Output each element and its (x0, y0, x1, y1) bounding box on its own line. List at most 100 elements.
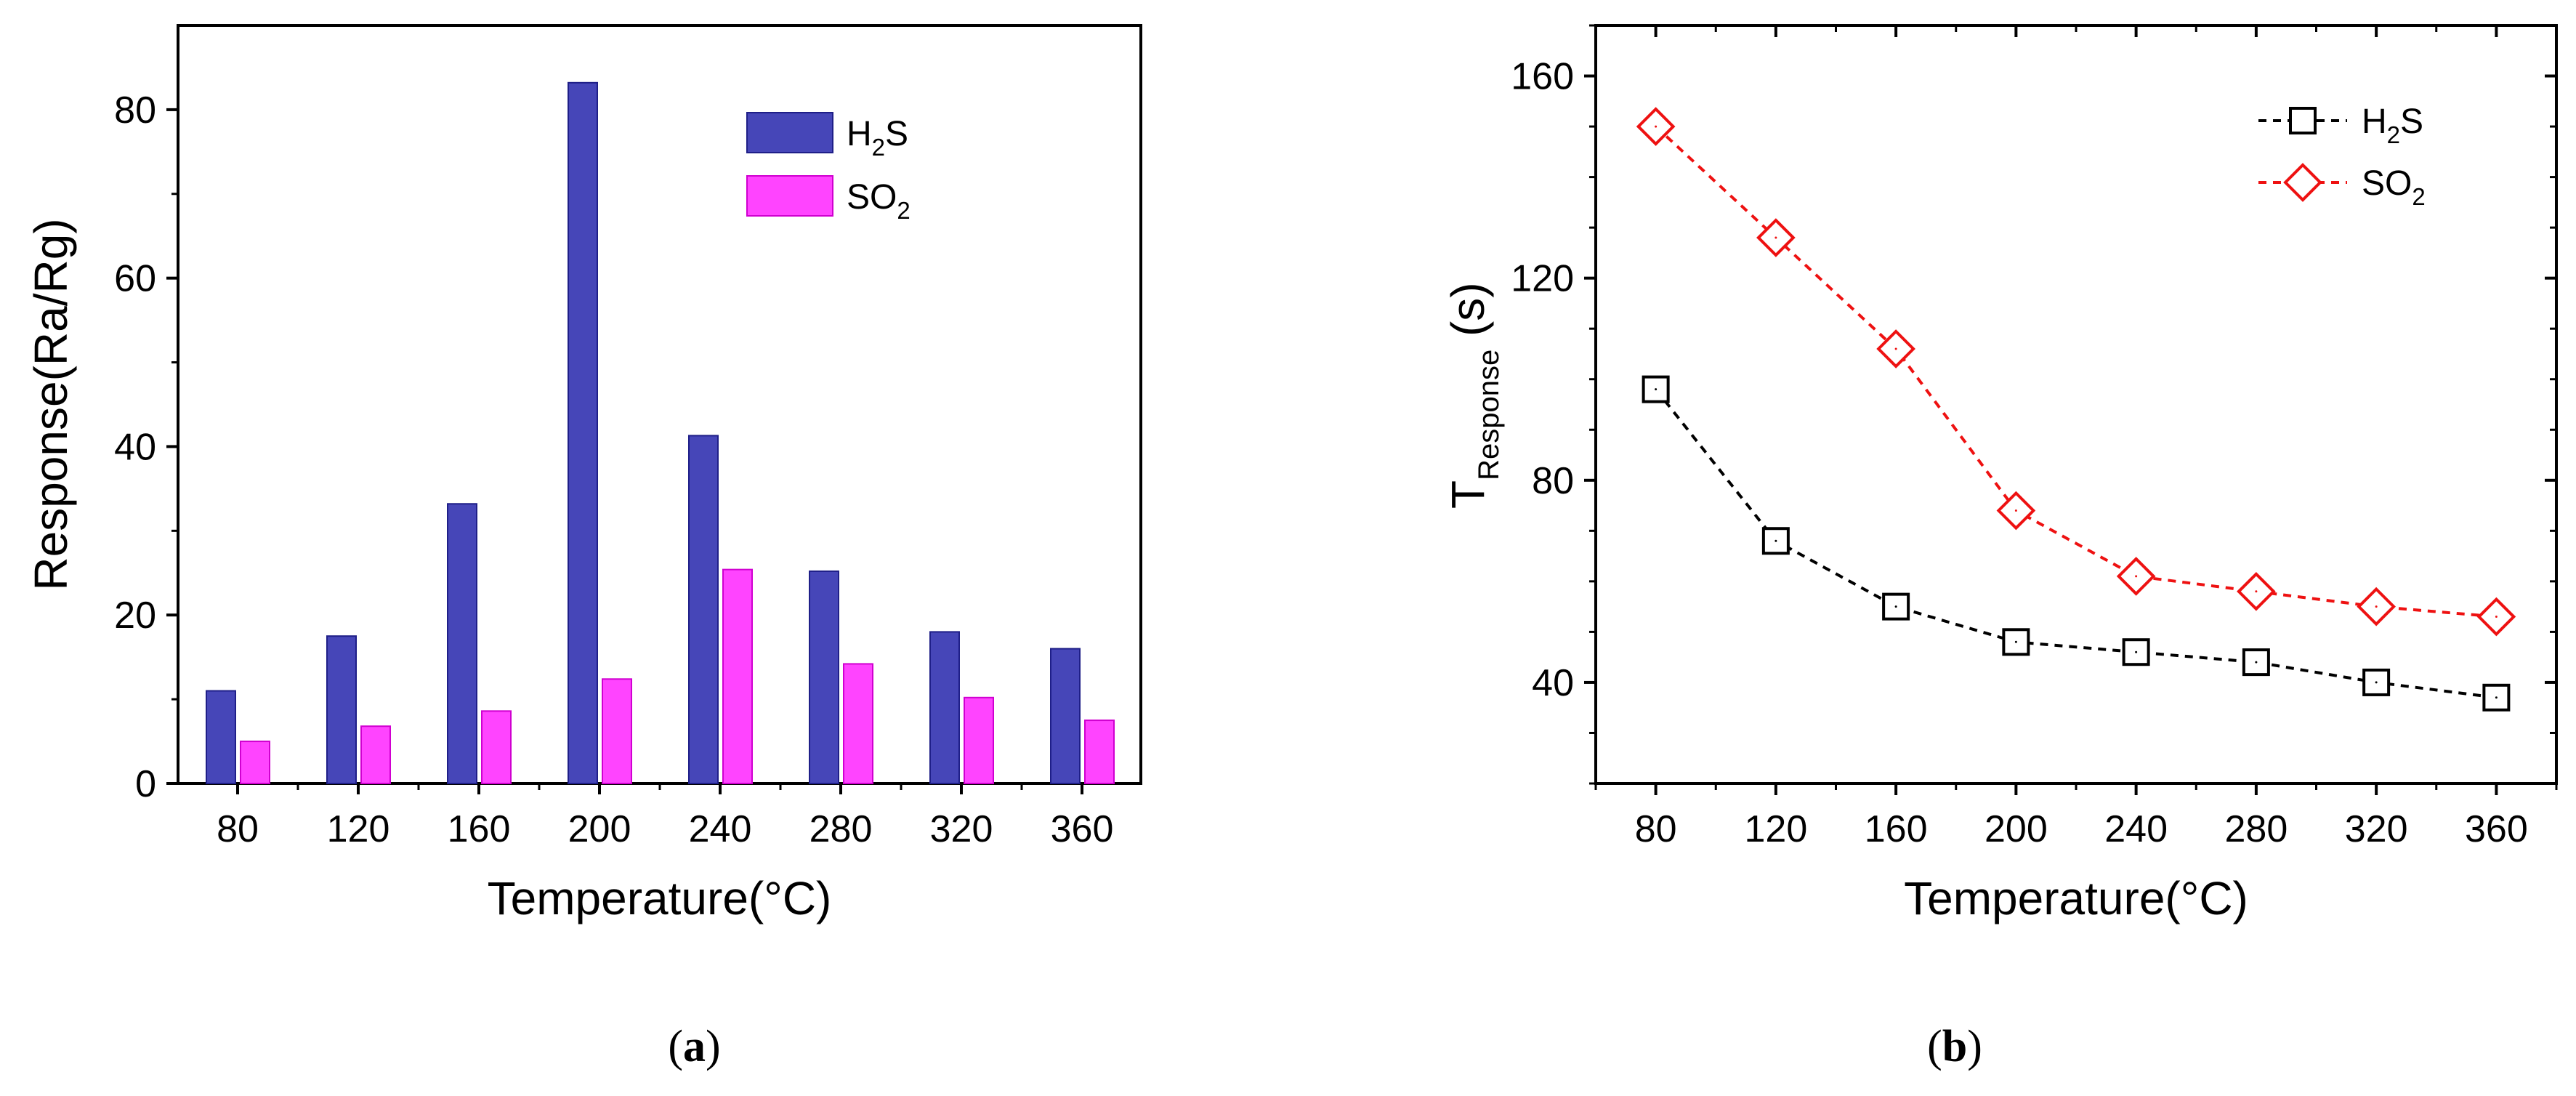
line-so2 (1655, 125, 2497, 618)
x-tick-label: 320 (930, 808, 993, 850)
bar-so2 (1084, 720, 1115, 784)
legend-label-so2-sub: 2 (2412, 183, 2425, 210)
legend-label-so2-sub: 2 (897, 197, 910, 224)
legend-marker-h2s (2289, 107, 2317, 134)
y-axis-title: Response(Ra/Rg) (25, 218, 77, 590)
bar-h2s (206, 690, 236, 784)
legend-label-h2s: H2S (2362, 102, 2423, 148)
x-axis-title: Temperature(°C) (1904, 872, 2248, 924)
bar-so2 (843, 663, 873, 785)
marker-dot-so2 (1774, 236, 1777, 239)
y-tick-label: 80 (114, 89, 156, 132)
marker-dot-h2s (2014, 640, 2017, 643)
bar-h2s (1050, 648, 1081, 784)
y-tick-label: 20 (114, 595, 156, 637)
marker-dot-h2s (2495, 696, 2498, 699)
bar-h2s (568, 81, 598, 784)
marker-dot-so2 (1894, 347, 1897, 350)
x-tick-label: 200 (568, 808, 631, 850)
legend-swatch-h2s (746, 112, 833, 153)
x-tick-label: 120 (1744, 808, 1807, 850)
y-tick-label: 80 (1532, 460, 1574, 502)
bar-h2s (326, 635, 357, 785)
marker-h2s (1882, 592, 1910, 621)
panel-label-a: (a) (668, 1022, 720, 1071)
panel-label-open: ( (1927, 1022, 1942, 1071)
marker-h2s (2122, 638, 2150, 666)
legend-marker-so2 (2283, 163, 2322, 202)
legend-label-so2-main: SO (2362, 164, 2412, 203)
legend-label-so2-main: SO (847, 178, 897, 217)
y-axis-title-unit: (s) (1442, 282, 1494, 349)
legend-label-h2s-main: H (2362, 102, 2387, 141)
chart-b: 40 80 120 160 80 120 160 200 240 280 320 360 Tempera… (1442, 24, 2558, 1071)
marker-dot-so2 (2135, 575, 2138, 578)
y-axis-title-main: T (1442, 480, 1494, 509)
panel-label-close: ) (706, 1022, 721, 1071)
legend-label-so2: SO2 (2362, 164, 2426, 210)
panel-label-letter: b (1942, 1022, 1967, 1071)
y-tick-label: 0 (135, 763, 156, 805)
x-tick-label: 240 (689, 808, 752, 850)
panel-label-b: (b) (1927, 1022, 1982, 1071)
y-tick-label: 40 (1532, 662, 1574, 704)
x-tick-label: 200 (1985, 808, 2048, 850)
x-tick-label: 320 (2345, 808, 2408, 850)
x-tick-label: 240 (2104, 808, 2168, 850)
bar-h2s (447, 503, 477, 784)
panel-label-close: ) (1967, 1022, 1982, 1071)
bar-so2 (964, 696, 994, 784)
bar-h2s (929, 631, 960, 785)
legend-label-h2s-tail: S (885, 115, 908, 153)
marker-dot-so2 (2495, 616, 2498, 618)
legend-label-so2: SO2 (847, 178, 911, 224)
y-tick-label: 40 (114, 426, 156, 468)
plot-frame (177, 24, 1142, 785)
marker-dot-so2 (1655, 125, 1658, 128)
x-axis-title: Temperature(°C) (488, 872, 832, 924)
marker-dot-so2 (2375, 605, 2378, 608)
legend-label-h2s: H2S (847, 115, 908, 161)
x-tick-label: 360 (1051, 808, 1114, 850)
marker-dot-so2 (2255, 590, 2258, 593)
legend-label-h2s-main: H (847, 115, 872, 153)
legend-label-h2s-sub: 2 (872, 134, 885, 161)
bar-h2s (688, 435, 719, 785)
panel-label-letter: a (683, 1022, 706, 1071)
marker-dot-h2s (2135, 650, 2138, 653)
marker-dot-so2 (2014, 509, 2017, 512)
panel-label-open: ( (668, 1022, 683, 1071)
legend-label-h2s-sub: 2 (2387, 121, 2400, 148)
y-axis-title-sub: Response (1473, 350, 1505, 480)
line-h2s (1655, 388, 2497, 699)
legend-label-h2s-tail: S (2400, 102, 2423, 141)
marker-dot-h2s (1655, 388, 1658, 391)
legend-swatch-so2 (746, 175, 833, 217)
marker-dot-h2s (2375, 681, 2378, 684)
x-tick-label: 360 (2465, 808, 2528, 850)
chart-a: 0 20 40 60 80 80 120 160 200 240 280 320 360 Temperat… (25, 24, 1142, 1071)
y-tick-label: 120 (1511, 258, 1574, 300)
y-axis-title: TResponse (s) (1442, 282, 1505, 509)
x-tick-label: 80 (217, 808, 259, 850)
bar-so2 (240, 741, 270, 784)
bar-so2 (360, 725, 391, 784)
x-tick-label: 80 (1635, 808, 1677, 850)
x-tick-label: 280 (809, 808, 873, 850)
x-tick-label: 280 (2224, 808, 2288, 850)
y-tick-label: 60 (114, 258, 156, 300)
marker-dot-h2s (1894, 605, 1897, 608)
bar-so2 (602, 678, 632, 785)
bar-so2 (722, 568, 753, 784)
bar-so2 (481, 710, 512, 785)
marker-dot-h2s (2255, 661, 2258, 664)
bar-h2s (809, 570, 839, 785)
x-tick-label: 160 (1865, 808, 1928, 850)
y-tick-label: 160 (1511, 56, 1574, 98)
x-tick-label: 120 (327, 808, 390, 850)
x-tick-label: 160 (448, 808, 511, 850)
marker-dot-h2s (1774, 539, 1777, 542)
